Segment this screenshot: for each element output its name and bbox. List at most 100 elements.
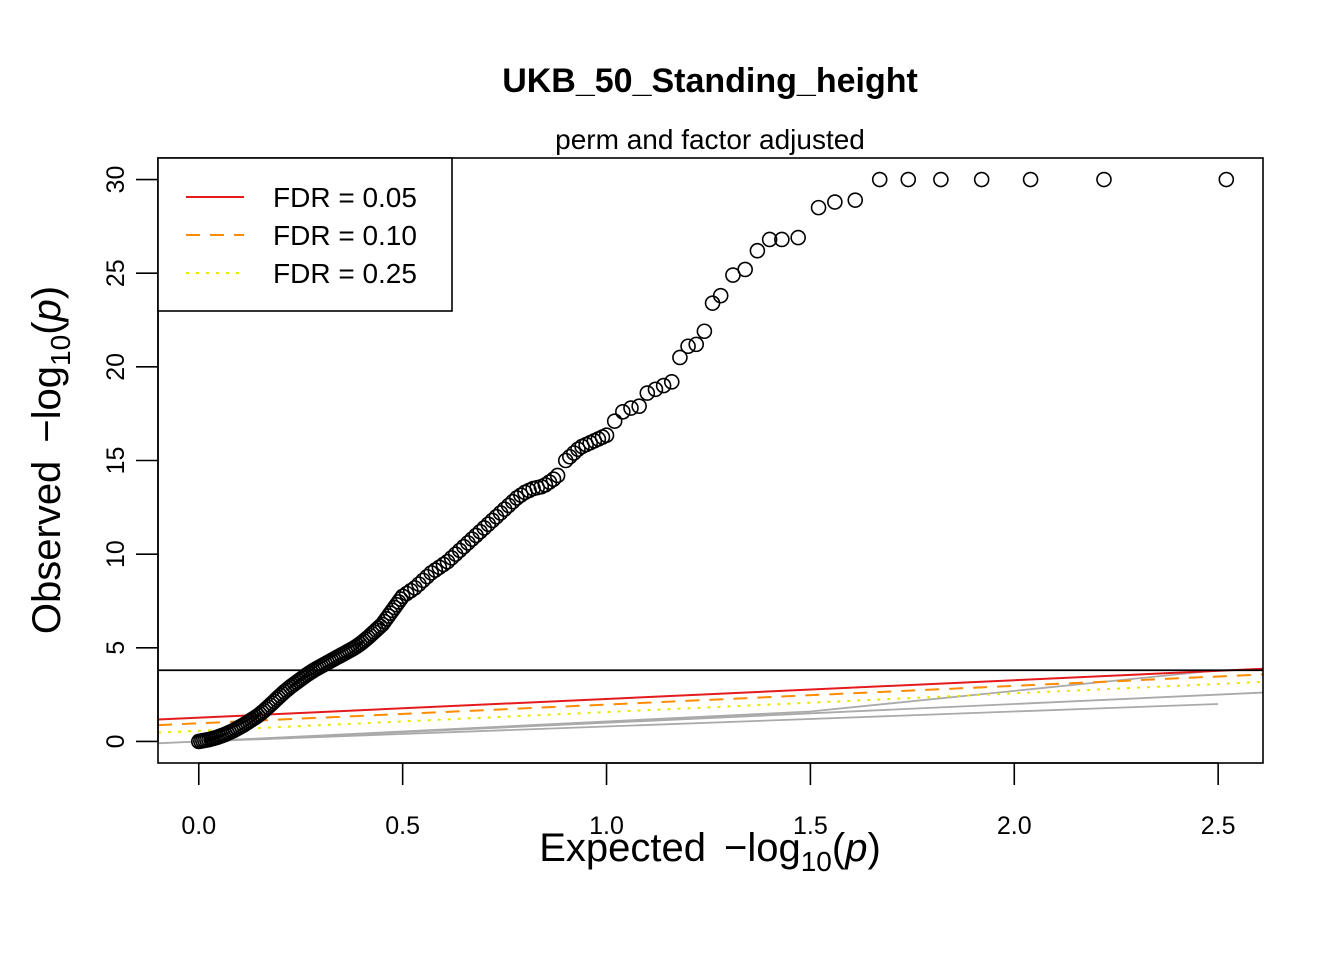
x-axis-label-sub: 10 — [801, 846, 832, 877]
reference-line — [198, 669, 1219, 743]
data-point — [415, 572, 431, 589]
data-point — [1022, 171, 1039, 188]
data-point — [537, 477, 554, 493]
data-point — [696, 323, 713, 340]
y-tick-label: 25 — [102, 259, 130, 287]
y-axis-label-log: log — [25, 366, 69, 419]
data-point — [737, 261, 753, 278]
y-tick-label: 0 — [102, 735, 130, 749]
data-point — [655, 377, 672, 394]
data-point — [492, 505, 509, 521]
data-point — [472, 523, 488, 540]
y-axis-label: Observed −log10(p) — [25, 286, 76, 634]
data-point — [431, 559, 448, 576]
data-point — [810, 199, 827, 216]
data-point — [712, 287, 729, 304]
data-point — [615, 404, 631, 420]
data-point — [423, 565, 439, 581]
y-tick-label: 5 — [102, 641, 130, 655]
data-point — [790, 229, 806, 246]
data-point — [749, 242, 766, 259]
legend-label: FDR = 0.10 — [273, 220, 417, 251]
x-tick-label: 1.5 — [793, 812, 828, 840]
x-axis-label-var: p — [844, 826, 867, 870]
x-axis-label-open: ( — [832, 826, 846, 870]
fdr-line — [158, 680, 1263, 734]
data-point — [598, 427, 615, 444]
data-point — [496, 501, 513, 517]
data-point — [464, 531, 480, 547]
chart-title: UKB_50_Standing_height — [502, 62, 918, 100]
y-tick-label: 20 — [102, 353, 130, 381]
data-point — [663, 374, 680, 390]
data-point — [647, 381, 664, 398]
data-point — [480, 516, 497, 532]
data-point — [557, 452, 574, 469]
y-axis-label-minus: − — [25, 419, 69, 442]
data-point — [680, 338, 696, 355]
data-point — [761, 231, 778, 248]
y-tick-label: 30 — [102, 166, 130, 194]
plot-lines — [158, 667, 1263, 745]
y-axis-label-prefix: Observed — [25, 461, 69, 634]
data-point — [631, 398, 647, 414]
data-point — [774, 231, 790, 248]
data-point — [549, 467, 566, 484]
data-point — [394, 588, 411, 605]
legend-label: FDR = 0.25 — [273, 258, 417, 289]
y-axis-label-open: ( — [25, 321, 69, 335]
data-point — [484, 512, 501, 529]
x-tick-label: 0.0 — [181, 812, 216, 840]
legend-box — [157, 157, 453, 312]
x-axis-label-prefix: Expected — [539, 826, 706, 870]
y-tick-label: 15 — [102, 447, 130, 475]
data-point — [460, 535, 476, 551]
data-point — [623, 400, 639, 416]
fdr-line — [158, 667, 1263, 721]
fdr-line — [158, 673, 1263, 727]
data-point — [1096, 171, 1112, 188]
data-point — [468, 527, 484, 544]
data-point — [704, 295, 721, 311]
data-point — [562, 448, 578, 465]
data-point — [509, 490, 525, 506]
data-point — [500, 497, 517, 514]
x-axis-label-log: log — [747, 826, 800, 870]
y-axis-label-var: p — [25, 299, 69, 322]
data-point — [488, 508, 505, 525]
data-point — [871, 171, 888, 188]
x-tick-label: 2.0 — [997, 812, 1032, 840]
legend: FDR = 0.05 FDR = 0.10 FDR = 0.25 — [157, 157, 453, 312]
data-point — [476, 520, 492, 536]
x-tick-label: 0.5 — [385, 812, 420, 840]
plot-points — [190, 171, 1235, 750]
y-axis-label-sub: 10 — [45, 335, 76, 366]
legend-label: FDR = 0.05 — [273, 182, 417, 213]
data-point — [447, 546, 464, 562]
data-point — [570, 441, 586, 458]
data-point — [398, 585, 415, 602]
x-axis-label-close: ) — [867, 826, 880, 870]
y-axis: 0 5 10 15 20 25 30 — [102, 166, 159, 749]
data-point — [847, 192, 864, 208]
data-point — [513, 487, 529, 503]
data-point — [827, 194, 843, 210]
y-axis-label-close: ) — [25, 286, 69, 299]
data-point — [973, 171, 990, 188]
x-tick-label: 1.0 — [589, 812, 624, 840]
x-axis-label-minus: − — [724, 826, 747, 870]
data-point — [933, 171, 949, 188]
data-point — [1218, 171, 1235, 188]
data-point — [456, 538, 472, 555]
reference-line — [198, 703, 1219, 743]
data-point — [688, 336, 705, 353]
y-tick-label: 10 — [102, 540, 130, 568]
data-point — [451, 542, 468, 559]
data-point — [639, 385, 656, 401]
chart-subtitle: perm and factor adjusted — [555, 124, 865, 155]
x-axis: 0.0 0.5 1.0 1.5 2.0 2.5 — [181, 762, 1236, 840]
x-tick-label: 2.5 — [1201, 812, 1236, 840]
data-point — [545, 471, 562, 488]
data-point — [900, 171, 917, 188]
